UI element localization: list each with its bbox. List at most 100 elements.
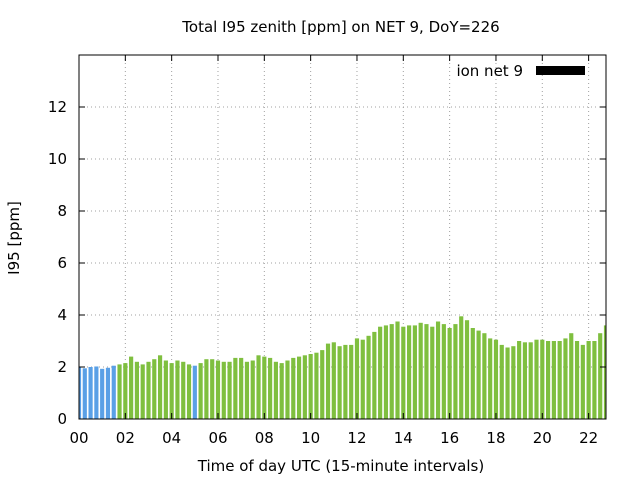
x-axis-label: Time of day UTC (15-minute intervals) <box>197 457 484 475</box>
bar <box>522 342 528 419</box>
bar <box>221 361 226 419</box>
bar <box>152 359 157 419</box>
bar <box>569 333 574 419</box>
bar <box>407 325 412 419</box>
x-tick-label: 06 <box>208 429 227 447</box>
bar <box>528 342 533 419</box>
bar <box>337 346 342 419</box>
bar <box>215 360 221 419</box>
bar <box>123 363 128 419</box>
bar <box>279 363 284 419</box>
bar <box>146 361 151 419</box>
bar <box>169 363 174 419</box>
bar <box>540 339 545 419</box>
bar <box>349 344 354 419</box>
bar <box>354 338 360 419</box>
ticks <box>78 55 606 420</box>
bar <box>424 324 429 419</box>
bar <box>331 342 336 419</box>
y-tick-label: 0 <box>57 410 67 428</box>
bar <box>105 367 111 419</box>
bar <box>447 328 452 419</box>
bar <box>157 355 163 419</box>
bar <box>378 326 383 419</box>
bar <box>111 365 116 419</box>
x-tick-label: 10 <box>301 429 320 447</box>
plot-border <box>78 54 607 420</box>
chart-title: Total I95 zenith [ppm] on NET 9, DoY=226 <box>181 18 499 36</box>
bar <box>79 367 82 419</box>
bar <box>395 321 400 419</box>
bar <box>296 356 302 419</box>
bar <box>598 333 603 419</box>
bar <box>511 346 516 419</box>
bar <box>302 355 307 419</box>
grid-lines <box>79 55 606 419</box>
bar <box>117 364 122 419</box>
bar <box>366 335 371 419</box>
bar <box>574 341 580 419</box>
bar <box>325 343 331 419</box>
bar <box>482 333 487 419</box>
bar <box>441 324 446 419</box>
bar <box>435 321 441 419</box>
bar <box>453 324 458 419</box>
bar <box>563 338 568 419</box>
x-tick-label: 18 <box>486 429 505 447</box>
bar <box>239 357 244 419</box>
bar <box>262 356 267 419</box>
bar <box>198 363 203 419</box>
bar <box>308 354 313 419</box>
bar <box>163 360 168 419</box>
bar <box>476 330 481 419</box>
bar <box>488 338 493 419</box>
x-tick-label: 12 <box>347 429 366 447</box>
bar <box>175 360 180 419</box>
y-tick-label: 8 <box>57 202 67 220</box>
bar <box>464 320 470 419</box>
bar <box>181 361 186 419</box>
bar <box>285 360 290 419</box>
bar <box>88 367 93 419</box>
bar <box>134 361 139 419</box>
bar <box>227 361 232 419</box>
bar <box>401 326 406 419</box>
bar <box>94 366 99 419</box>
bar <box>192 365 197 419</box>
bar <box>320 350 325 419</box>
bars <box>79 316 606 419</box>
x-tick-label: 08 <box>255 429 274 447</box>
bar <box>273 361 278 419</box>
x-tick-labels: 00 02 04 06 08 10 12 14 16 18 20 22 <box>69 429 598 447</box>
bar <box>360 339 365 419</box>
y-axis-label: I95 [ppm] <box>5 201 23 275</box>
bar <box>534 339 539 419</box>
bar <box>140 364 145 419</box>
bar <box>459 316 464 419</box>
legend-label: ion net 9 <box>456 62 523 80</box>
bar <box>418 322 423 419</box>
bar <box>546 341 551 419</box>
bar <box>256 355 261 419</box>
bar <box>383 325 389 419</box>
x-tick-label: 20 <box>533 429 552 447</box>
x-tick-label: 16 <box>440 429 459 447</box>
bar <box>372 331 377 419</box>
y-tick-labels: 0 2 4 6 8 10 12 <box>48 98 67 428</box>
x-tick-label: 22 <box>579 429 598 447</box>
y-tick-label: 10 <box>48 150 67 168</box>
bar <box>493 339 499 419</box>
bar <box>210 359 215 419</box>
bar <box>314 352 319 419</box>
y-tick-label: 2 <box>57 358 67 376</box>
bar <box>343 344 348 419</box>
bar <box>268 357 273 419</box>
bar <box>551 341 556 419</box>
bar <box>291 357 296 419</box>
x-tick-label: 00 <box>69 429 88 447</box>
x-tick-label: 04 <box>162 429 181 447</box>
bar <box>129 356 134 419</box>
bar <box>233 357 238 419</box>
bar <box>412 325 417 419</box>
legend-swatch <box>536 66 585 75</box>
